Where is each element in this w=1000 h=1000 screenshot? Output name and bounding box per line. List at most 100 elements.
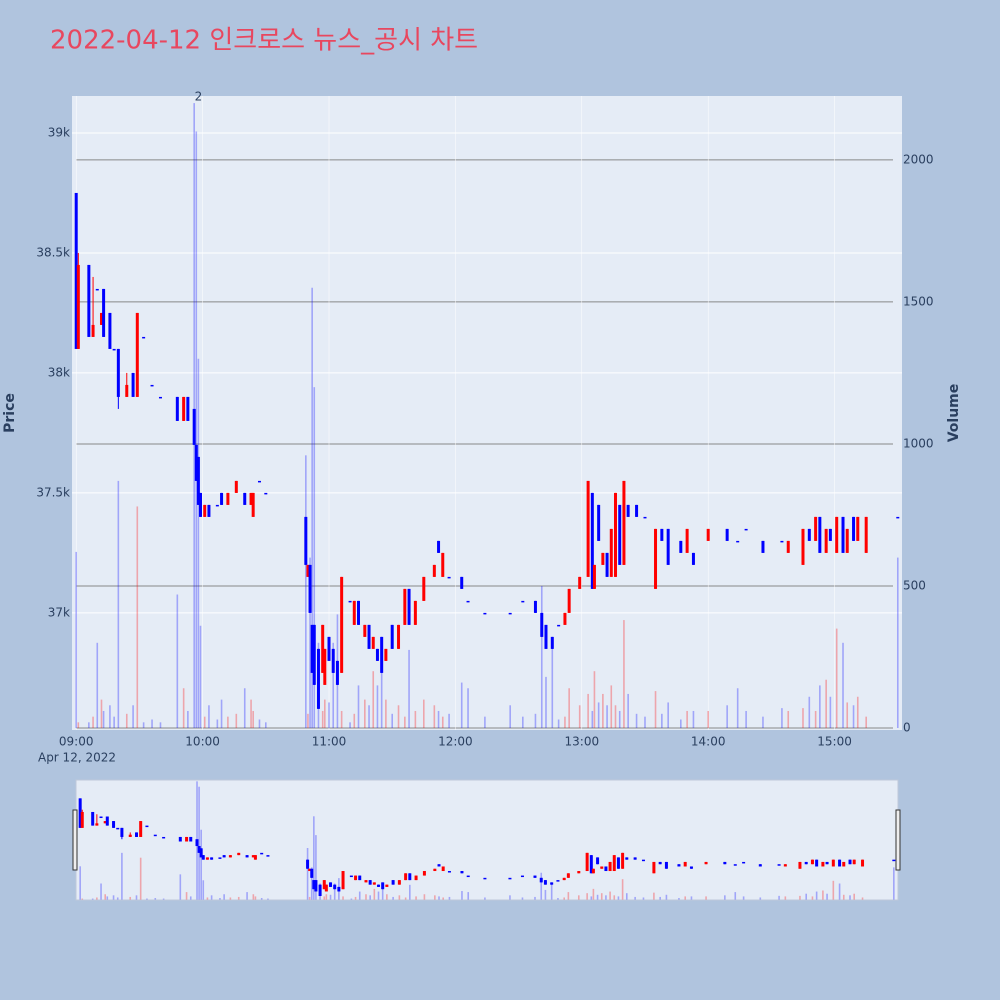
candle-body bbox=[563, 612, 567, 625]
y2-tick-label: 1500 bbox=[903, 294, 934, 308]
candle-body bbox=[135, 312, 139, 397]
volume-bar bbox=[842, 642, 844, 729]
volume-bar bbox=[353, 713, 356, 729]
candle-body bbox=[341, 871, 345, 890]
volume-bar bbox=[762, 716, 764, 729]
volume-bar bbox=[309, 557, 311, 729]
candle-body bbox=[723, 861, 727, 865]
volume-bar bbox=[189, 896, 192, 900]
volume-bar bbox=[634, 896, 636, 900]
candle-body bbox=[249, 492, 253, 505]
candle-body bbox=[237, 852, 241, 856]
candle-body bbox=[354, 875, 358, 881]
candle-body bbox=[821, 861, 825, 867]
candle-body bbox=[120, 827, 124, 837]
volume-bar bbox=[258, 719, 261, 729]
volume-bar bbox=[200, 829, 202, 900]
volume-bar bbox=[822, 890, 824, 900]
candle-body bbox=[618, 504, 622, 565]
candle-body bbox=[310, 868, 314, 878]
y2-tick-label: 1000 bbox=[903, 436, 934, 450]
candle-body bbox=[308, 564, 312, 613]
candle-body bbox=[222, 855, 226, 858]
range-slider[interactable] bbox=[75, 779, 899, 901]
candle-body bbox=[356, 600, 360, 625]
candle-body bbox=[652, 861, 656, 874]
range-handle[interactable] bbox=[895, 809, 901, 871]
volume-bar bbox=[235, 713, 238, 729]
candle-body bbox=[251, 855, 255, 858]
candle-body bbox=[508, 877, 512, 880]
volume-bar bbox=[544, 889, 547, 900]
y-tick-label: 39k bbox=[48, 125, 70, 139]
volume-bar bbox=[364, 699, 366, 729]
candle-body bbox=[385, 884, 389, 887]
candle-body bbox=[447, 871, 451, 873]
volume-bar bbox=[206, 897, 209, 900]
candle-body bbox=[340, 576, 344, 673]
volume-bar bbox=[586, 893, 588, 900]
candle-body bbox=[596, 857, 600, 865]
candle-body bbox=[135, 832, 139, 837]
candle-body bbox=[218, 857, 222, 859]
volume-bar bbox=[509, 895, 511, 900]
volume-bar bbox=[811, 896, 814, 900]
volume-bar bbox=[368, 705, 370, 729]
volume-bar bbox=[832, 880, 835, 900]
candle-body bbox=[116, 827, 120, 830]
volume-bar bbox=[534, 713, 537, 729]
x-tick-label: 11:00 bbox=[312, 735, 347, 749]
candle-body bbox=[112, 821, 116, 828]
candle-body bbox=[742, 861, 746, 864]
volume-bar bbox=[329, 894, 332, 900]
volume-bar bbox=[635, 713, 638, 729]
candle-body bbox=[567, 588, 571, 613]
y2-tick-label: 2000 bbox=[903, 152, 934, 166]
volume-bar bbox=[195, 131, 198, 729]
volume-bar bbox=[197, 358, 200, 729]
candle-body bbox=[706, 528, 710, 541]
y-axis-title: Price bbox=[2, 393, 18, 433]
candle-body bbox=[139, 821, 143, 837]
candle-body bbox=[257, 480, 261, 483]
volume-bar bbox=[726, 705, 728, 729]
candle-body bbox=[226, 492, 230, 505]
volume-bar bbox=[260, 898, 263, 900]
candle-body bbox=[666, 528, 670, 565]
volume-bar bbox=[597, 702, 600, 729]
volume-bar bbox=[745, 710, 747, 729]
volume-bar bbox=[805, 893, 808, 900]
volume-bar bbox=[577, 895, 580, 900]
range-handle[interactable] bbox=[72, 809, 78, 871]
volume-bar bbox=[77, 722, 80, 729]
candle-body bbox=[162, 836, 166, 839]
candle-body bbox=[585, 852, 589, 872]
candle-body bbox=[441, 866, 445, 872]
candle-body bbox=[520, 875, 524, 878]
candle-body bbox=[95, 823, 99, 826]
volume-bar bbox=[223, 894, 225, 900]
volume-bar bbox=[522, 716, 524, 729]
candle-body bbox=[704, 861, 708, 865]
candle-body bbox=[186, 396, 190, 421]
volume-bar bbox=[442, 897, 444, 900]
volume-bar bbox=[404, 897, 407, 900]
volume-bar bbox=[357, 685, 360, 729]
candle-body bbox=[533, 875, 537, 878]
volume-bar bbox=[829, 696, 832, 729]
volume-bar bbox=[448, 713, 450, 729]
candle-body bbox=[566, 873, 570, 878]
candle-body bbox=[380, 636, 384, 673]
volume-bar bbox=[208, 705, 210, 729]
candle-body bbox=[91, 324, 95, 337]
candle-body bbox=[150, 384, 154, 387]
candle-body bbox=[384, 648, 388, 661]
candle-body bbox=[691, 552, 695, 565]
volume-bar bbox=[75, 551, 78, 729]
candle-body bbox=[358, 875, 362, 881]
candle-body bbox=[323, 648, 327, 685]
candle-body bbox=[608, 861, 612, 872]
candle-body bbox=[333, 884, 337, 890]
volume-bar bbox=[484, 716, 486, 729]
candle-body bbox=[397, 624, 401, 649]
